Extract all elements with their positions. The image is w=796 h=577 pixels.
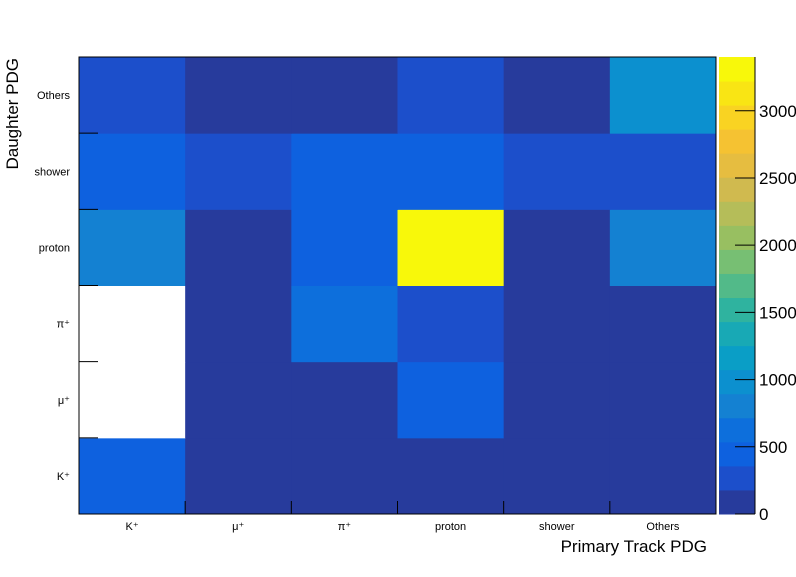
x-tick-label: K⁺ xyxy=(126,521,139,533)
heatmap-cell xyxy=(79,209,186,286)
heatmap-cell xyxy=(397,57,505,134)
x-tick-label: shower xyxy=(539,521,575,533)
y-tick-label: Others xyxy=(37,90,71,102)
y-axis-label: Daughter PDG xyxy=(3,58,22,170)
heatmap-cell xyxy=(609,133,717,210)
y-tick-label: shower xyxy=(35,166,71,178)
colorbar-segment xyxy=(719,441,755,467)
heatmap-cell xyxy=(79,133,186,210)
colorbar-segment xyxy=(719,273,755,299)
heatmap-cell xyxy=(503,133,611,210)
y-tick-label: proton xyxy=(39,242,70,254)
colorbar-segment xyxy=(719,321,755,347)
heatmap-cell xyxy=(503,209,611,286)
heatmap-cell xyxy=(291,133,398,210)
colorbar: 0 500 1000 1500 2000 2500 3000 xyxy=(719,57,796,524)
colorbar-segment xyxy=(719,153,755,178)
y-tick-label: μ⁺ xyxy=(58,395,70,407)
heatmap-cell xyxy=(185,133,292,210)
heatmap-cell xyxy=(397,361,505,439)
colorbar-tick-label: 500 xyxy=(759,438,787,457)
heatmap-cell xyxy=(609,437,717,515)
colorbar-segment xyxy=(719,249,755,274)
y-tick-label: π⁺ xyxy=(57,319,71,331)
x-tick-label: μ⁺ xyxy=(232,521,244,533)
heatmap-cell xyxy=(185,57,292,134)
x-axis: K⁺ μ⁺ π⁺ proton shower Others xyxy=(126,501,680,533)
x-tick-label: π⁺ xyxy=(338,521,352,533)
colorbar-tick-label: 1000 xyxy=(759,371,796,390)
x-tick-label: proton xyxy=(435,521,466,533)
colorbar-segment xyxy=(719,177,755,202)
heatmap-cell xyxy=(609,209,717,286)
colorbar-tick-label: 2500 xyxy=(759,169,796,188)
heatmap-cell xyxy=(609,285,717,363)
heatmap-cell xyxy=(185,437,292,515)
heatmap-cell xyxy=(609,57,717,134)
heatmap-cell xyxy=(79,57,186,134)
x-axis-label: Primary Track PDG xyxy=(561,537,707,556)
heatmap-cell xyxy=(79,361,186,439)
heatmap-cell xyxy=(397,285,505,363)
colorbar-segment xyxy=(719,393,755,419)
colorbar-segment xyxy=(719,465,755,491)
y-axis: K⁺ μ⁺ π⁺ proton shower Others xyxy=(35,90,98,483)
colorbar-segment xyxy=(719,81,755,106)
heatmap-cell xyxy=(397,133,505,210)
heatmap-cell xyxy=(503,285,611,363)
colorbar-tick-label: 2000 xyxy=(759,236,796,255)
heatmap-cell xyxy=(291,285,398,363)
colorbar-tick-label: 3000 xyxy=(759,102,796,121)
heatmap-cell xyxy=(397,437,505,515)
heatmap-cell xyxy=(291,437,398,515)
heatmap-cell xyxy=(291,361,398,439)
heatmap-cell xyxy=(185,361,292,439)
colorbar-segment xyxy=(719,225,755,250)
heatmap-cell xyxy=(503,437,611,515)
heatmap-cell xyxy=(291,57,398,134)
heatmap-cell xyxy=(79,285,186,363)
colorbar-segment xyxy=(719,57,755,82)
colorbar-segment xyxy=(719,297,755,323)
heatmap-cell xyxy=(185,209,292,286)
colorbar-tick-label: 0 xyxy=(759,505,768,524)
heatmap-cell xyxy=(79,437,186,515)
heatmap-cell xyxy=(185,285,292,363)
y-tick-label: K⁺ xyxy=(57,471,70,483)
colorbar-segment xyxy=(719,105,755,130)
heatmap-cell xyxy=(503,361,611,439)
colorbar-segment xyxy=(719,489,755,515)
colorbar-segment xyxy=(719,129,755,154)
colorbar-segment xyxy=(719,369,755,395)
heatmap-cell xyxy=(397,209,505,286)
colorbar-segment xyxy=(719,417,755,443)
heatmap-cell xyxy=(609,361,717,439)
heatmap-cell xyxy=(503,57,611,134)
colorbar-tick-label: 1500 xyxy=(759,303,796,322)
heatmap-cell xyxy=(291,209,398,286)
colorbar-segment xyxy=(719,345,755,371)
colorbar-segment xyxy=(719,201,755,226)
heatmap-cells xyxy=(79,57,717,515)
x-tick-label: Others xyxy=(646,521,680,533)
